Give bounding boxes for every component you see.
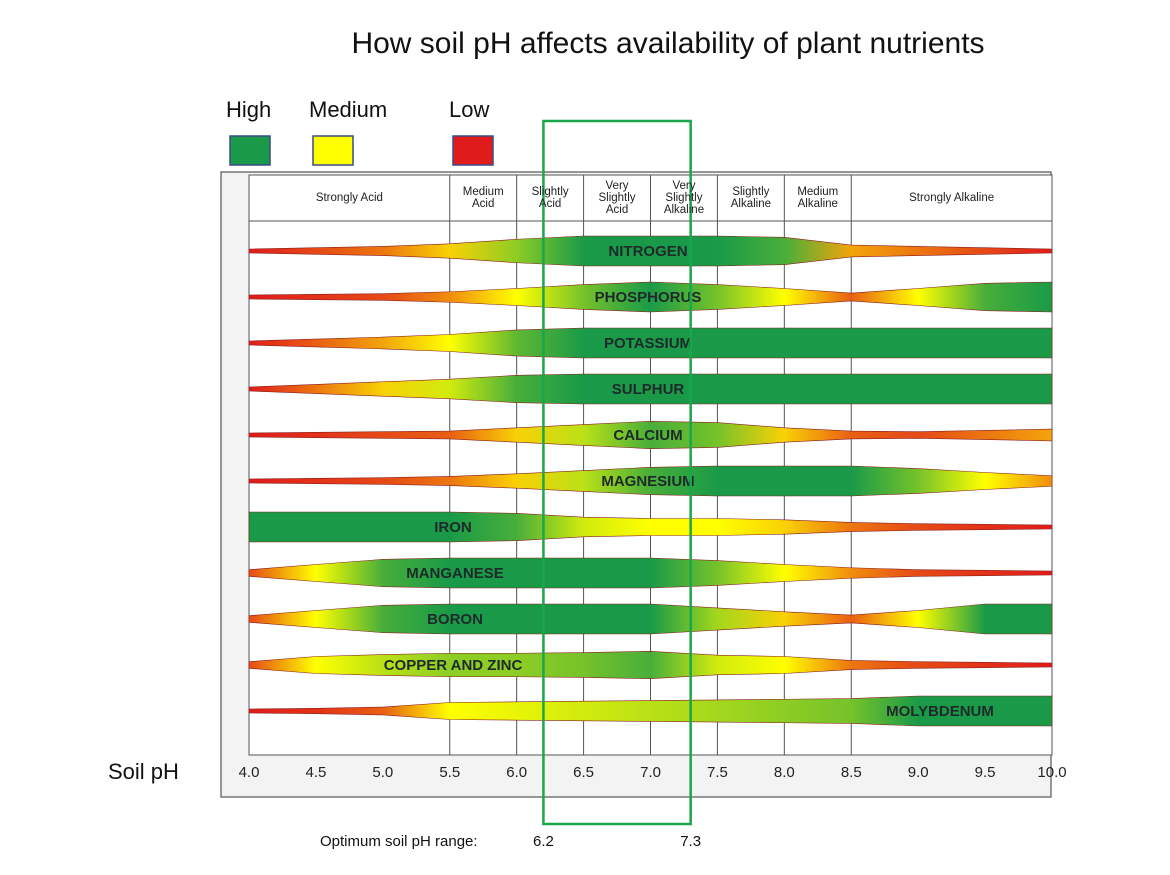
zone-label: Slightly Acid — [531, 185, 569, 210]
nutrient-band — [248, 511, 1053, 543]
nutrient-label: POTASSIUM — [604, 335, 692, 352]
optimum-from: 6.2 — [533, 833, 554, 850]
x-tick-label: 6.0 — [506, 764, 527, 781]
x-tick-label: 9.5 — [975, 764, 996, 781]
legend-swatch — [229, 135, 271, 166]
nutrient-label: SULPHUR — [612, 381, 685, 398]
nutrient-band — [248, 465, 1053, 497]
nutrient-band — [248, 373, 1053, 405]
chart-title: How soil pH affects availability of plan… — [351, 27, 984, 60]
legend-swatch — [312, 135, 354, 166]
legend-label: High — [226, 97, 271, 122]
axis-label: Soil pH — [108, 759, 179, 784]
x-tick-label: 8.0 — [774, 764, 795, 781]
x-tick-label: 7.0 — [640, 764, 661, 781]
zone-label: Strongly Acid — [315, 191, 383, 204]
x-tick-label: 7.5 — [707, 764, 728, 781]
nutrient-label: COPPER AND ZINC — [384, 657, 523, 674]
zone-label: Very Slightly Alkaline — [663, 179, 705, 217]
nutrient-band — [248, 650, 1053, 680]
x-tick-label: 5.0 — [372, 764, 393, 781]
zone-label: Medium Alkaline — [797, 185, 839, 210]
x-tick-label: 9.0 — [908, 764, 929, 781]
nutrient-label: MANGANESE — [406, 565, 504, 582]
nutrient-label: MAGNESIUM — [601, 473, 694, 490]
zone-label: Medium Acid — [462, 185, 504, 210]
nutrient-label: NITROGEN — [608, 243, 687, 260]
optimum-to: 7.3 — [680, 833, 701, 850]
nutrient-label: BORON — [427, 611, 483, 628]
legend-label: Medium — [309, 97, 387, 122]
nutrient-band — [248, 327, 1053, 359]
nutrient-label: MOLYBDENUM — [886, 703, 994, 720]
zone-label: Slightly Alkaline — [730, 185, 771, 210]
optimum-label: Optimum soil pH range: — [320, 833, 478, 850]
nutrient-band — [248, 281, 1053, 313]
zone-label: Very Slightly Acid — [598, 179, 636, 217]
optimum-range — [542, 119, 692, 826]
nutrient-band — [248, 603, 1053, 635]
nutrient-label: CALCIUM — [613, 427, 682, 444]
nutrient-label: IRON — [434, 519, 472, 536]
x-tick-label: 5.5 — [439, 764, 460, 781]
zone-label: Strongly Alkaline — [909, 191, 995, 204]
nutrient-band — [248, 420, 1053, 450]
x-tick-label: 4.5 — [305, 764, 326, 781]
nutrient-band — [248, 557, 1053, 589]
x-tick-label: 4.0 — [239, 764, 260, 781]
legend-swatch — [452, 135, 494, 166]
nutrient-band — [248, 235, 1053, 267]
nutrient-label: PHOSPHORUS — [595, 289, 702, 306]
legend-label: Low — [449, 97, 489, 122]
x-tick-label: 10.0 — [1037, 764, 1066, 781]
x-tick-label: 8.5 — [841, 764, 862, 781]
nutrient-band — [248, 695, 1053, 727]
x-tick-label: 6.5 — [573, 764, 594, 781]
